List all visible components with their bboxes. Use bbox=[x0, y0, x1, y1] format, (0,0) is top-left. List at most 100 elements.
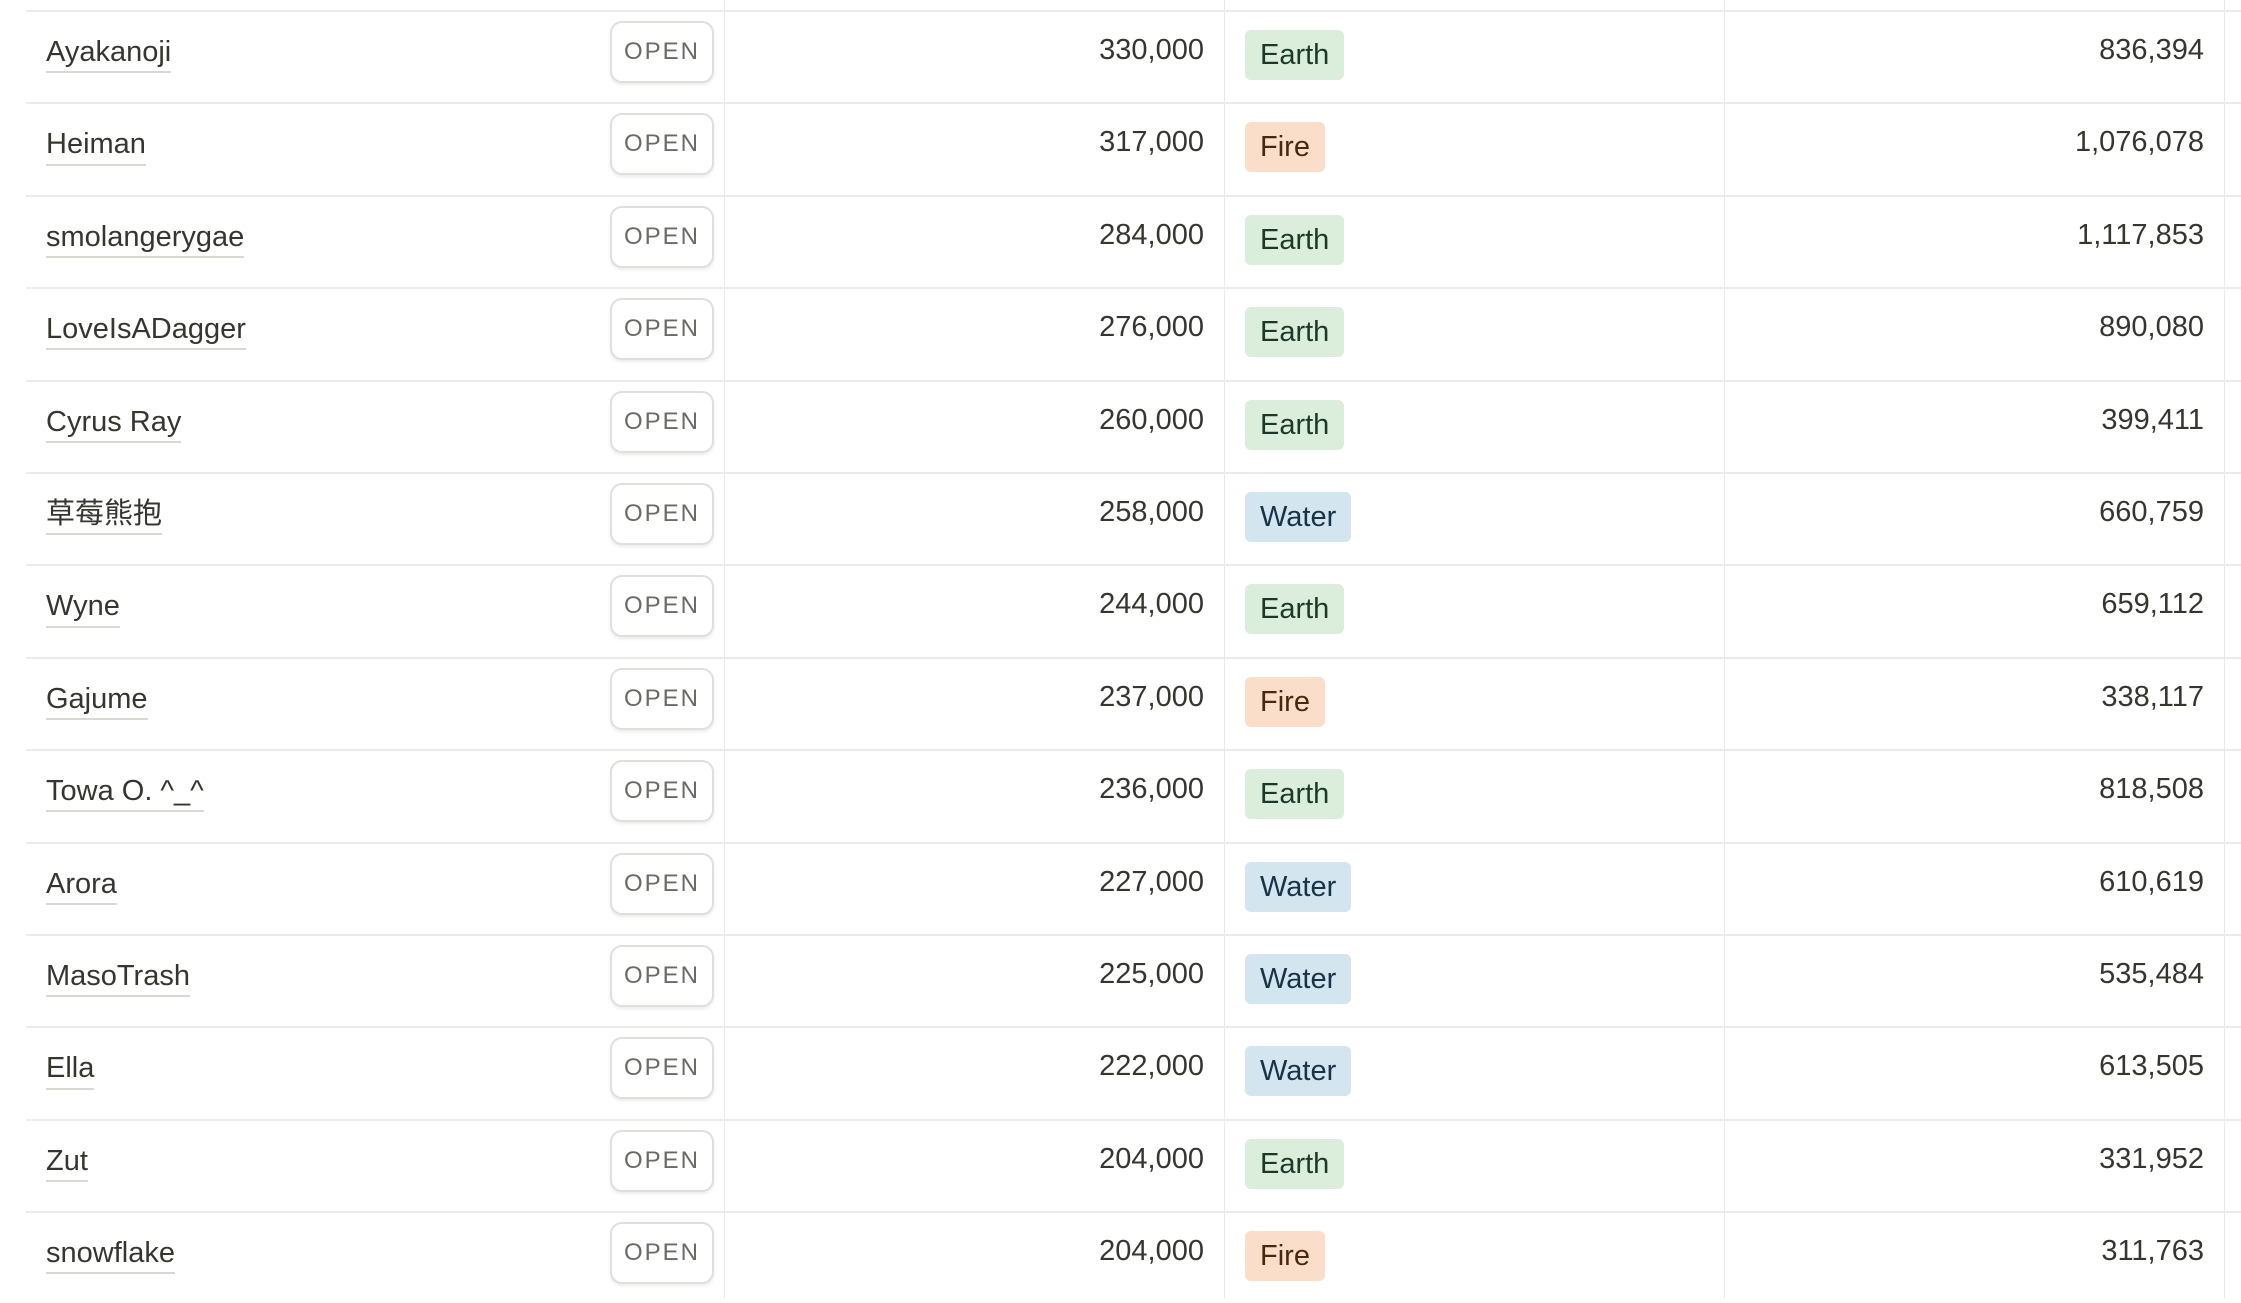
name-cell[interactable]: Arora OPEN bbox=[26, 844, 724, 934]
value-cell[interactable]: 284,000 bbox=[726, 197, 1226, 287]
value-cell[interactable]: 244,000 bbox=[726, 566, 1226, 656]
tag-cell[interactable]: Water bbox=[1226, 474, 1726, 564]
tag-cell[interactable]: Fire bbox=[1226, 659, 1726, 749]
element-tag: Fire bbox=[1245, 1231, 1325, 1282]
row-title[interactable]: MasoTrash bbox=[46, 958, 190, 998]
name-cell[interactable]: Ella OPEN bbox=[26, 1028, 724, 1118]
row-title[interactable]: Cyrus Ray bbox=[46, 404, 182, 443]
open-button[interactable]: OPEN bbox=[610, 760, 714, 823]
total-number: 399,411 bbox=[2101, 403, 2204, 436]
total-cell[interactable]: 613,505 bbox=[1726, 1028, 2226, 1118]
open-button[interactable]: OPEN bbox=[610, 205, 714, 268]
open-button[interactable]: OPEN bbox=[610, 1222, 714, 1285]
tag-cell[interactable]: Earth bbox=[1226, 12, 1726, 102]
value-number: 204,000 bbox=[1099, 1235, 1204, 1268]
total-cell[interactable]: 338,117 bbox=[1726, 659, 2226, 749]
open-button[interactable]: OPEN bbox=[610, 667, 714, 730]
open-button[interactable]: OPEN bbox=[610, 852, 714, 915]
table-row: Ella OPEN 222,000 Water 613,505 bbox=[26, 1026, 2241, 1118]
value-cell[interactable]: 236,000 bbox=[726, 751, 1226, 841]
row-title[interactable]: Ayakanoji bbox=[46, 34, 172, 74]
total-cell[interactable]: 610,619 bbox=[1726, 844, 2226, 934]
value-cell[interactable]: 260,000 bbox=[726, 382, 1226, 472]
name-cell[interactable]: Ayakanoji OPEN bbox=[26, 12, 724, 102]
name-cell[interactable]: Wyne OPEN bbox=[26, 566, 724, 656]
table-row: Ayakanoji OPEN 330,000 Earth 836,394 bbox=[26, 10, 2241, 102]
row-title[interactable]: Heiman bbox=[46, 126, 146, 166]
tag-cell[interactable]: Earth bbox=[1226, 566, 1726, 656]
total-cell[interactable]: 890,080 bbox=[1726, 289, 2226, 379]
total-cell[interactable]: 1,076,078 bbox=[1726, 104, 2226, 194]
total-cell[interactable]: 660,759 bbox=[1726, 474, 2226, 564]
total-cell[interactable]: 331,952 bbox=[1726, 1121, 2226, 1211]
value-cell[interactable]: 276,000 bbox=[726, 289, 1226, 379]
value-cell[interactable]: 330,000 bbox=[726, 12, 1226, 102]
open-button[interactable]: OPEN bbox=[610, 483, 714, 545]
name-cell[interactable]: MasoTrash OPEN bbox=[26, 936, 724, 1026]
open-button[interactable]: OPEN bbox=[610, 1129, 714, 1192]
total-cell[interactable]: 818,508 bbox=[1726, 751, 2226, 841]
name-cell[interactable]: Cyrus Ray OPEN bbox=[26, 382, 724, 472]
total-cell[interactable]: 535,484 bbox=[1726, 936, 2226, 1026]
name-cell[interactable]: Gajume OPEN bbox=[26, 659, 724, 749]
name-cell[interactable]: smolangerygae OPEN bbox=[26, 197, 724, 287]
tag-cell[interactable]: Earth bbox=[1226, 1121, 1726, 1211]
tag-cell[interactable]: Water bbox=[1226, 1028, 1726, 1118]
table-row: Towa O. ^_^ OPEN 236,000 Earth 818,508 bbox=[26, 749, 2241, 841]
row-title[interactable]: Arora bbox=[46, 866, 117, 905]
total-cell[interactable]: 659,112 bbox=[1726, 566, 2226, 656]
table-row: Cyrus Ray OPEN 260,000 Earth 399,411 bbox=[26, 379, 2241, 472]
row-title[interactable]: Wyne bbox=[46, 588, 120, 628]
open-button[interactable]: OPEN bbox=[610, 945, 714, 1007]
table-row: Gajume OPEN 237,000 Fire 338,117 bbox=[26, 656, 2241, 749]
name-cell[interactable]: snowflake OPEN bbox=[26, 1213, 724, 1303]
value-cell[interactable]: 225,000 bbox=[726, 936, 1226, 1026]
table-row: LoveIsADagger OPEN 276,000 Earth 890,080 bbox=[26, 287, 2241, 379]
table-row: Zut OPEN 204,000 Earth 331,952 bbox=[26, 1118, 2241, 1211]
element-tag: Earth bbox=[1245, 307, 1345, 358]
total-number: 660,759 bbox=[2099, 496, 2204, 528]
open-button[interactable]: OPEN bbox=[610, 575, 714, 638]
total-cell[interactable]: 836,394 bbox=[1726, 12, 2226, 102]
value-cell[interactable]: 237,000 bbox=[726, 659, 1226, 749]
row-title[interactable]: Towa O. ^_^ bbox=[46, 773, 204, 813]
row-title[interactable]: snowflake bbox=[46, 1235, 175, 1275]
row-title[interactable]: Zut bbox=[46, 1143, 88, 1183]
value-cell[interactable]: 204,000 bbox=[726, 1121, 1226, 1211]
row-title[interactable]: Ella bbox=[46, 1050, 95, 1090]
total-cell[interactable]: 1,117,853 bbox=[1726, 197, 2226, 287]
name-cell[interactable]: 草莓熊抱 OPEN bbox=[26, 474, 724, 564]
open-button[interactable]: OPEN bbox=[610, 113, 714, 176]
name-cell[interactable]: Zut OPEN bbox=[26, 1121, 724, 1211]
tag-cell[interactable]: Earth bbox=[1226, 751, 1726, 841]
name-cell[interactable]: Towa O. ^_^ OPEN bbox=[26, 751, 724, 841]
table-row: snowflake OPEN 204,000 Fire 311,763 bbox=[26, 1211, 2241, 1303]
value-cell[interactable]: 317,000 bbox=[726, 104, 1226, 194]
total-number: 331,952 bbox=[2099, 1142, 2204, 1175]
open-button[interactable]: OPEN bbox=[610, 1037, 714, 1100]
row-title[interactable]: Gajume bbox=[46, 681, 148, 721]
tag-cell[interactable]: Fire bbox=[1226, 1213, 1726, 1303]
tag-cell[interactable]: Water bbox=[1226, 844, 1726, 934]
tag-cell[interactable]: Fire bbox=[1226, 104, 1726, 194]
open-button[interactable]: OPEN bbox=[610, 390, 714, 453]
open-button[interactable]: OPEN bbox=[610, 298, 714, 361]
tag-cell[interactable]: Earth bbox=[1226, 382, 1726, 472]
value-cell[interactable]: 222,000 bbox=[726, 1028, 1226, 1118]
value-cell[interactable]: 258,000 bbox=[726, 474, 1226, 564]
total-cell[interactable]: 311,763 bbox=[1726, 1213, 2226, 1303]
value-cell[interactable]: 227,000 bbox=[726, 844, 1226, 934]
open-button[interactable]: OPEN bbox=[610, 21, 714, 83]
row-title[interactable]: LoveIsADagger bbox=[46, 311, 246, 351]
row-title[interactable]: 草莓熊抱 bbox=[46, 496, 163, 536]
name-cell[interactable]: Heiman OPEN bbox=[26, 104, 724, 194]
tag-cell[interactable]: Water bbox=[1226, 936, 1726, 1026]
element-tag: Water bbox=[1245, 861, 1352, 912]
total-cell[interactable]: 399,411 bbox=[1726, 382, 2226, 472]
name-cell[interactable]: LoveIsADagger OPEN bbox=[26, 289, 724, 379]
tag-cell[interactable]: Earth bbox=[1226, 289, 1726, 379]
total-number: 338,117 bbox=[2101, 680, 2204, 713]
value-cell[interactable]: 204,000 bbox=[726, 1213, 1226, 1303]
row-title[interactable]: smolangerygae bbox=[46, 219, 245, 259]
tag-cell[interactable]: Earth bbox=[1226, 197, 1726, 287]
